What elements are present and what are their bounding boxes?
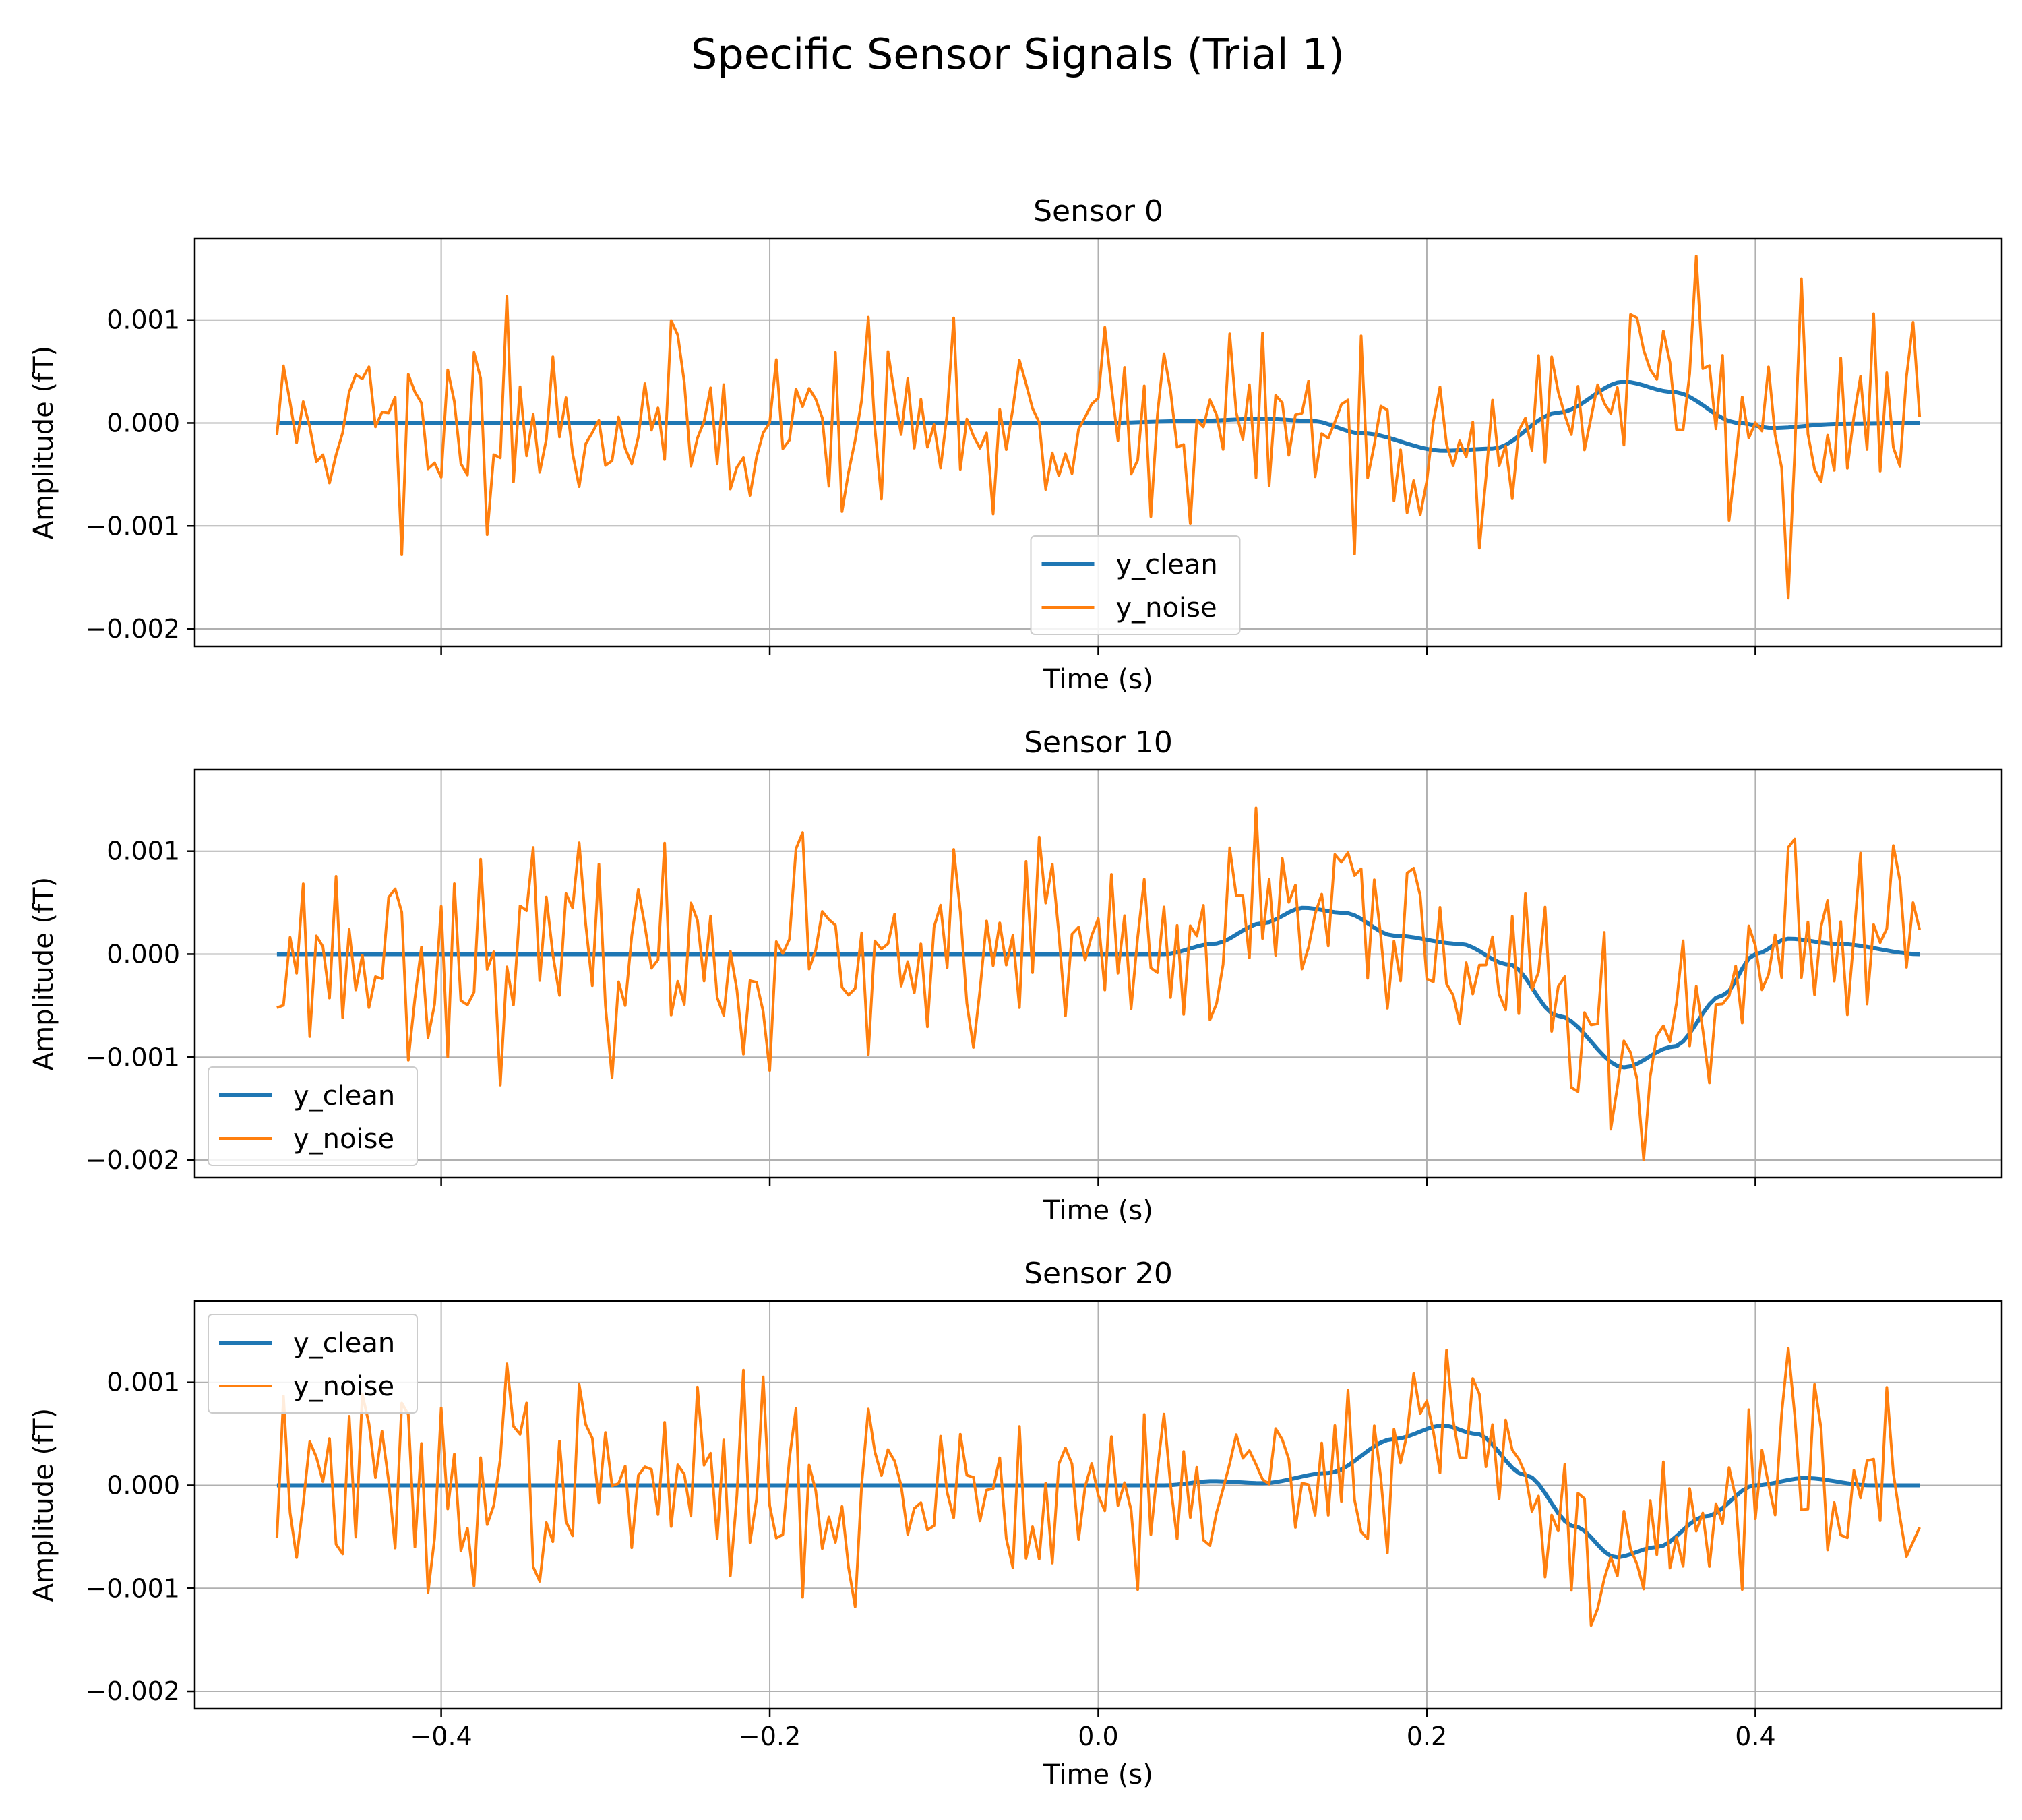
y-tick-label: −0.002 <box>85 614 180 644</box>
series-line-y-noise <box>275 1347 1921 1627</box>
series-line-y-noise <box>276 806 1922 1161</box>
y-tick-label: 0.001 <box>106 837 180 866</box>
x-tick-label: −0.2 <box>739 1722 801 1751</box>
y-axis-label: Amplitude (fT) <box>28 1408 59 1602</box>
y-tick-label: 0.001 <box>106 305 180 335</box>
legend-box <box>208 1066 418 1166</box>
y-tick-label: −0.001 <box>85 511 180 541</box>
y-axis-label: Amplitude (fT) <box>28 877 59 1070</box>
legend-box <box>1030 535 1241 635</box>
x-axis-label: Time (s) <box>1043 1759 1153 1790</box>
y-tick-label: −0.001 <box>85 1042 180 1072</box>
subplot-sensor-20: Sensor 20 −0.4 −0.2 0.0 0.2 0.4 0.001 0.000 −0.0… <box>28 1256 2003 1790</box>
legend: y_clean y_noise <box>1030 535 1241 635</box>
y-axis-label: Amplitude (fT) <box>28 346 59 539</box>
legend: y_clean y_noise <box>208 1314 418 1414</box>
series-line-y-clean <box>276 905 1920 1070</box>
legend-label-y-noise: y_noise <box>293 1124 394 1155</box>
y-tick-label: 0.001 <box>106 1368 180 1397</box>
figure-title: Specific Sensor Signals (Trial 1) <box>691 30 1345 79</box>
x-tick-label: 0.0 <box>1078 1722 1118 1751</box>
y-tick-label: −0.002 <box>85 1676 180 1706</box>
y-tick-label: 0.000 <box>106 1470 180 1500</box>
legend: y_clean y_noise <box>208 1066 418 1166</box>
y-tick-label: 0.000 <box>106 939 180 969</box>
legend-label-y-clean: y_clean <box>293 1081 395 1112</box>
y-tick-label: −0.001 <box>85 1573 180 1603</box>
x-tick-label: 0.4 <box>1735 1722 1775 1751</box>
series-line-y-noise <box>275 255 1922 600</box>
x-tick-label: 0.2 <box>1407 1722 1447 1751</box>
legend-label-y-clean: y_clean <box>1116 549 1218 580</box>
subplot-title: Sensor 0 <box>1033 194 1163 229</box>
y-tick-label: −0.002 <box>85 1145 180 1175</box>
subplot-title: Sensor 20 <box>1024 1256 1173 1291</box>
subplot-sensor-0: Sensor 0 0.001 0.000 −0.001 −0.002 Time (s) Am… <box>28 194 2003 695</box>
legend-label-y-noise: y_noise <box>1116 593 1217 624</box>
legend-label-y-clean: y_clean <box>293 1328 395 1359</box>
x-axis-label: Time (s) <box>1043 1195 1153 1226</box>
y-tick-label: 0.000 <box>106 408 180 437</box>
legend-label-y-noise: y_noise <box>293 1371 394 1402</box>
subplot-sensor-10: Sensor 10 0.001 0.000 −0.001 −0.002 Time (s) A… <box>28 725 2003 1226</box>
x-axis-label: Time (s) <box>1043 664 1153 695</box>
x-tick-label: −0.4 <box>410 1722 472 1751</box>
series-line-y-clean <box>276 380 1920 453</box>
legend-box <box>208 1314 418 1414</box>
subplot-title: Sensor 10 <box>1024 725 1173 760</box>
